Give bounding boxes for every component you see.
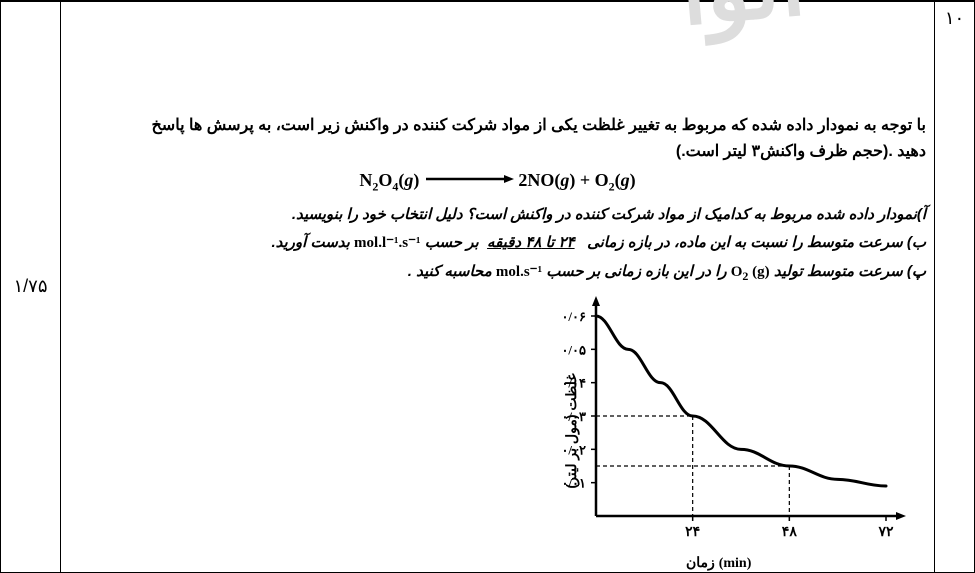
concentration-chart: ۰/۰۶۰/۰۵۰/۰۴۰/۰۳۰/۰۲۰/۰۱۲۴۴۸۷۲ غلظت (مول… [526, 296, 926, 566]
question-content: الوا با توجه به نمودار داده شده که مربوط… [61, 1, 935, 572]
svg-text:۲۴: ۲۴ [685, 525, 700, 540]
x-axis-unit: (min) [719, 556, 752, 571]
question-number-cell: ۱۰ [935, 1, 975, 572]
part-b-time: ۲۴ تا ۴۸ دقیقه [487, 234, 575, 251]
part-b-pre: ب) سرعت متوسط را نسبت به این ماده، در با… [575, 234, 926, 251]
reaction-equation: N2O4(g) 2NO(g) + O2(g) [69, 170, 926, 195]
question-number: ۱۰ [945, 8, 964, 28]
part-c-species: O2 (g) [731, 264, 770, 280]
watermark: الوا [0, 0, 809, 110]
x-axis-label: (min) زمان [686, 554, 751, 572]
svg-text:۰/۰۶: ۰/۰۶ [561, 309, 586, 324]
chart-svg: ۰/۰۶۰/۰۵۰/۰۴۰/۰۳۰/۰۲۰/۰۱۲۴۴۸۷۲ [526, 296, 926, 556]
eq-lhs: N2O4(g) [359, 170, 419, 190]
part-c-pre: پ) سرعت متوسط تولید [770, 263, 926, 280]
part-b-post: بر حسب [421, 234, 488, 251]
y-axis-label: غلظت (مول بر لیتر) [563, 373, 580, 488]
part-c: پ) سرعت متوسط تولید O2 (g) را در این باز… [69, 258, 926, 288]
part-c-unit: mol.s⁻¹ [496, 264, 542, 280]
part-b-unit: mol.l⁻¹.s⁻¹ [354, 235, 421, 251]
svg-text:۴۸: ۴۸ [782, 525, 798, 540]
svg-text:۷۲: ۷۲ [877, 525, 894, 540]
eq-rhs: 2NO(g) + O2(g) [518, 170, 635, 190]
part-c-end: محاسبه کنید . [408, 263, 496, 280]
svg-text:۰/۰۵: ۰/۰۵ [561, 342, 586, 357]
part-b-end: بدست آورید. [271, 234, 354, 251]
part-a: آ)نمودار داده شده مربوط به کدامیک از موا… [69, 201, 926, 230]
x-axis-label-fa: زمان [686, 554, 715, 570]
part-b: ب) سرعت متوسط را نسبت به این ماده، در با… [69, 229, 926, 258]
intro-line-2: دهید .(حجم ظرف واکنش۳ لیتر است.) [69, 139, 926, 165]
eq-arrow [424, 170, 514, 191]
score-cell: ۱/۷۵ [1, 1, 61, 572]
score-value: ۱/۷۵ [13, 276, 47, 296]
intro-line-1: با توجه به نمودار داده شده که مربوط به ت… [69, 113, 926, 139]
part-c-mid: را در این بازه زمانی بر حسب [542, 263, 731, 280]
